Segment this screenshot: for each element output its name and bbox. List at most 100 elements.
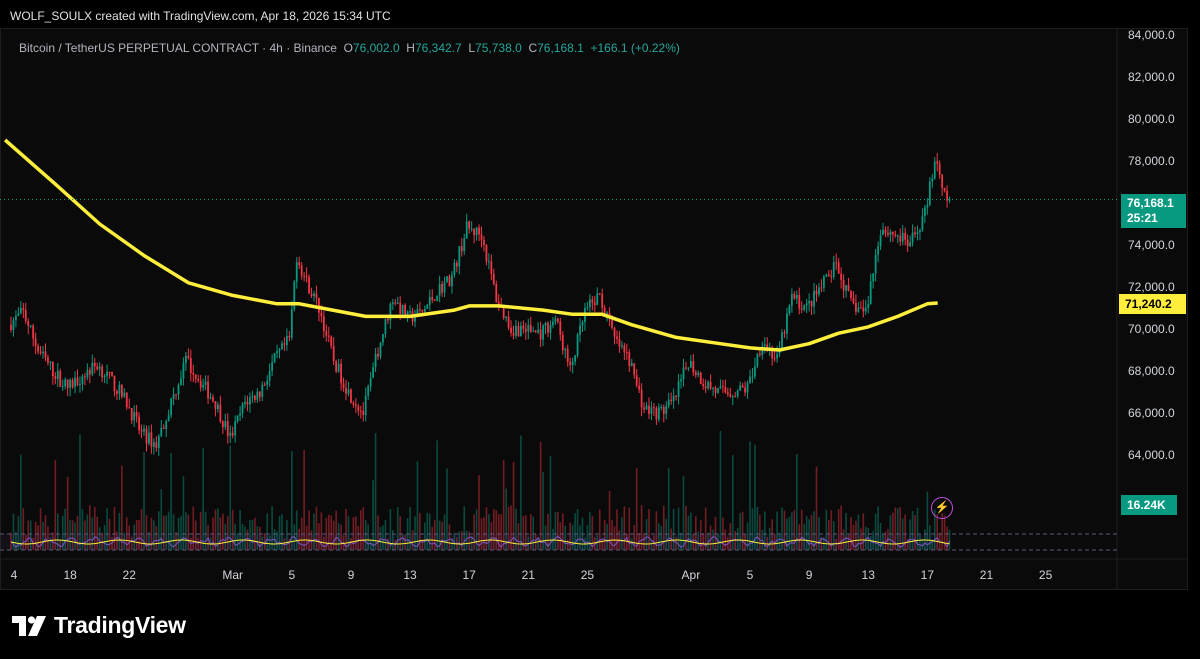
low-value: 75,738.0 — [475, 41, 522, 55]
close-value: 76,168.1 — [537, 41, 584, 55]
chart-canvas[interactable]: 64,000.0 66,000.0 68,000.0 70,000.0 72,000.0… — [0, 28, 1188, 590]
candle-body — [899, 235, 902, 242]
volume-bar — [559, 522, 562, 550]
candle-body — [463, 238, 466, 252]
volume-bar — [579, 525, 581, 550]
candle-body — [133, 412, 136, 421]
candle-body — [621, 345, 623, 347]
candle-body — [19, 308, 22, 314]
volume-bar — [451, 538, 453, 550]
candle-body — [872, 273, 875, 282]
volume-bar — [566, 539, 569, 550]
candle-body — [118, 384, 121, 394]
candle-body — [152, 442, 155, 447]
volume-bar — [702, 533, 704, 550]
candle-body — [135, 412, 138, 417]
volume-bar — [759, 514, 761, 550]
volume-bar — [185, 512, 187, 550]
candle-body — [318, 297, 320, 313]
tradingview-logo[interactable]: TradingView — [12, 612, 186, 639]
volume-bar — [372, 480, 374, 550]
candle-body — [749, 376, 751, 384]
volume-bar — [364, 520, 367, 550]
volume-bar — [148, 531, 150, 550]
candle-body — [473, 228, 476, 236]
candle-body — [798, 294, 801, 309]
volume-bar — [399, 516, 402, 550]
candle-body — [34, 338, 37, 346]
candle-body — [758, 353, 761, 355]
volume-bar — [490, 522, 493, 550]
candle-body — [108, 371, 111, 373]
candle-body — [416, 309, 419, 317]
volume-bar — [204, 511, 207, 550]
candle-body — [734, 396, 737, 398]
volume-bar — [914, 515, 916, 550]
candle-body — [475, 227, 478, 236]
volume-bar — [350, 537, 352, 550]
candle-body — [212, 397, 214, 402]
volume-bar — [20, 454, 22, 550]
candle-body — [712, 387, 714, 389]
candle-body — [419, 309, 421, 311]
candle-body — [896, 235, 899, 237]
volume-bar — [404, 534, 406, 550]
volume-bar — [135, 519, 138, 550]
candle-body — [303, 275, 306, 277]
candle-body — [276, 351, 278, 354]
candle-body — [455, 263, 458, 267]
volume-bar — [441, 521, 443, 550]
candle-body — [741, 385, 744, 388]
x-tick-label: 9 — [806, 568, 813, 582]
candle-body — [352, 402, 355, 405]
candle-body — [643, 407, 645, 410]
candle-body — [633, 363, 636, 376]
lightning-icon[interactable]: ⚡ — [931, 497, 953, 519]
candle-body — [534, 330, 537, 333]
candle-body — [167, 415, 170, 422]
volume-bar — [251, 520, 254, 550]
candle-body — [359, 410, 362, 412]
volume-bar — [330, 515, 333, 550]
candle-body — [611, 318, 613, 328]
volume-bar — [921, 538, 924, 550]
candle-body — [561, 334, 564, 351]
volume-bar — [426, 513, 429, 550]
volume-bar — [763, 511, 766, 550]
volume-bar — [897, 508, 899, 550]
volume-bar — [446, 468, 448, 550]
candle-body — [22, 308, 25, 311]
candle-body — [281, 343, 283, 350]
volume-bar — [24, 534, 27, 550]
candle-body — [490, 261, 493, 274]
volume-bar — [633, 525, 636, 550]
volume-bar — [889, 515, 892, 550]
candle-body — [524, 328, 527, 332]
candle-body — [901, 232, 904, 242]
volume-bar — [150, 517, 153, 550]
volume-bar — [628, 507, 631, 550]
volume-bar — [860, 528, 862, 550]
volume-bar — [695, 516, 697, 550]
volume-bar — [677, 507, 680, 550]
volume-bar — [42, 521, 44, 550]
volume-bar — [815, 466, 818, 550]
candle-body — [433, 299, 436, 301]
volume-bar — [145, 515, 148, 550]
candle-body — [894, 234, 897, 237]
volume-bar — [345, 508, 347, 550]
volume-bar — [739, 513, 741, 550]
volume-bar — [411, 530, 414, 550]
candle-body — [665, 406, 668, 414]
candle-body — [576, 334, 579, 356]
candle-body — [571, 361, 574, 365]
volume-bar — [249, 520, 251, 550]
volume-bar — [39, 508, 42, 550]
volume-bar — [130, 536, 133, 550]
volume-bar — [369, 539, 372, 550]
volume-bar — [744, 534, 746, 550]
candle-body — [714, 387, 717, 393]
candle-body — [781, 332, 783, 349]
volume-bar — [662, 505, 665, 550]
candle-body — [739, 385, 742, 391]
